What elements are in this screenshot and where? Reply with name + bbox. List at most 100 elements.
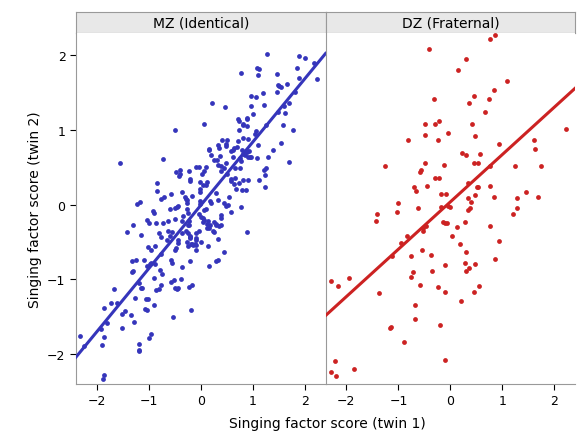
Point (244, 137, 253, 144)
Point (562, 126, 571, 133)
Point (173, 237, 183, 244)
Point (220, 105, 230, 112)
Point (211, 221, 221, 228)
Point (228, 148, 237, 155)
Point (196, 214, 206, 221)
Point (216, 215, 225, 222)
Point (279, 103, 288, 110)
Point (135, 348, 144, 355)
Point (142, 263, 151, 270)
Point (202, 179, 211, 186)
Point (169, 277, 179, 284)
Point (192, 242, 201, 249)
Point (198, 215, 207, 222)
Point (273, 89, 282, 96)
Point (237, 148, 246, 155)
Point (212, 157, 221, 164)
Point (227, 148, 236, 155)
Point (223, 171, 232, 178)
Point (485, 184, 495, 191)
Point (166, 233, 175, 240)
Point (513, 205, 522, 212)
Point (234, 128, 244, 135)
Point (147, 247, 156, 254)
Point (112, 300, 121, 307)
Point (254, 72, 263, 79)
Point (331, 373, 340, 380)
Point (243, 115, 252, 122)
Point (254, 177, 263, 184)
Point (444, 203, 453, 210)
Point (171, 205, 180, 212)
Point (472, 184, 481, 191)
Point (203, 243, 213, 250)
Point (168, 313, 178, 320)
Point (215, 154, 225, 161)
Point (132, 201, 141, 208)
Point (227, 209, 236, 216)
Point (196, 198, 205, 205)
Point (470, 133, 479, 140)
Point (242, 123, 252, 130)
Point (435, 322, 444, 329)
Point (235, 155, 244, 162)
Point (152, 180, 161, 187)
Point (446, 204, 455, 210)
Point (173, 240, 183, 247)
Point (151, 286, 161, 293)
Point (185, 258, 194, 265)
Point (201, 207, 210, 214)
Point (186, 241, 196, 248)
Point (204, 263, 213, 270)
Point (434, 137, 443, 144)
Point (260, 172, 269, 179)
Point (212, 223, 221, 230)
Point (273, 82, 283, 89)
Point (198, 219, 207, 226)
Point (171, 285, 180, 292)
Point (186, 178, 195, 185)
Point (185, 176, 194, 183)
Point (172, 245, 181, 252)
Point (171, 169, 180, 176)
Point (242, 229, 252, 236)
Text: DZ (Fraternal): DZ (Fraternal) (402, 16, 499, 30)
Point (240, 152, 249, 159)
Point (166, 191, 175, 198)
Point (142, 296, 151, 303)
Point (235, 165, 245, 172)
Point (179, 213, 188, 220)
Point (188, 242, 197, 249)
Point (385, 324, 395, 331)
Point (474, 283, 483, 289)
Point (468, 121, 477, 128)
Point (117, 311, 126, 318)
Point (158, 220, 168, 227)
Point (236, 70, 245, 77)
Point (155, 230, 164, 237)
Point (312, 76, 322, 83)
Point (530, 146, 539, 153)
Point (262, 166, 271, 173)
Point (158, 156, 168, 163)
Point (284, 100, 294, 107)
Point (437, 204, 446, 211)
Point (126, 312, 135, 319)
Point (244, 154, 253, 161)
Point (172, 204, 181, 211)
Point (489, 87, 499, 94)
Point (251, 132, 260, 138)
Point (210, 219, 219, 226)
Point (130, 295, 140, 302)
Point (274, 83, 283, 90)
Point (197, 171, 206, 178)
Point (106, 299, 116, 306)
Point (522, 189, 531, 196)
Point (185, 284, 194, 291)
Point (154, 286, 164, 293)
Point (194, 228, 204, 235)
Point (434, 284, 443, 291)
Point (458, 150, 467, 157)
Point (191, 230, 200, 237)
Point (188, 194, 197, 201)
